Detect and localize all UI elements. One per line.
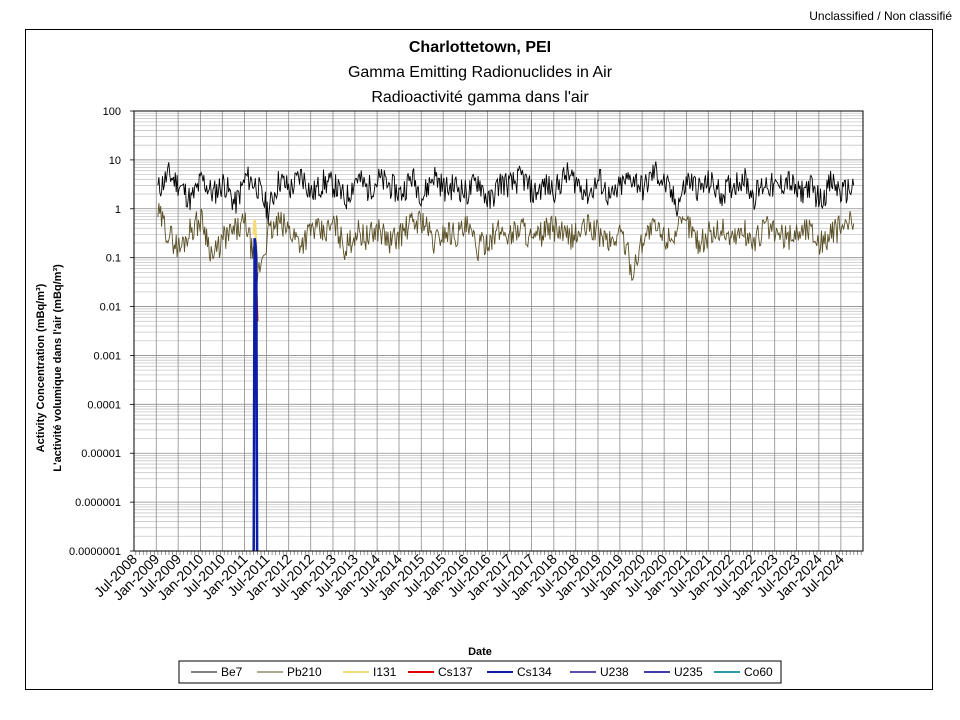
legend-label-co60: Co60 — [744, 665, 773, 679]
y-tick-label: 100 — [103, 106, 121, 118]
y-tick-label: 0.0000001 — [69, 546, 121, 558]
legend-label-be7: Be7 — [221, 665, 243, 679]
x-tick-labels: Jul-2008Jan-2009Jul-2009Jan-2010Jul-2010… — [91, 551, 847, 604]
chart-subtitle-fr: Radioactivité gamma dans l'air — [371, 89, 589, 106]
y-tick-label: 0.1 — [106, 253, 121, 265]
legend-label-pb210: Pb210 — [287, 665, 322, 679]
y-tick-label: 0.001 — [93, 350, 121, 362]
classification-label: Unclassified / Non classifié — [809, 9, 952, 23]
chart-svg: Charlottetown, PEI Gamma Emitting Radion… — [35, 39, 864, 684]
y-tick-label: 0.0001 — [87, 399, 121, 411]
y-tick-label: 0.00001 — [81, 448, 121, 460]
chart-frame: Charlottetown, PEI Gamma Emitting Radion… — [25, 29, 933, 690]
chart-subtitle-en: Gamma Emitting Radionuclides in Air — [348, 64, 613, 81]
x-axis-title: Date — [468, 646, 492, 658]
y-axis-title: Activity Concentration (mBq/m³) L'activi… — [35, 264, 64, 472]
y-tick-label: 1 — [115, 204, 121, 216]
plot-area-border — [133, 110, 864, 552]
legend-box — [178, 660, 782, 684]
legend-label-cs137: Cs137 — [438, 665, 473, 679]
legend-label-cs134: Cs134 — [517, 665, 552, 679]
legend-label-u238: U238 — [600, 665, 629, 679]
y-tick-label: 0.01 — [100, 302, 121, 314]
series-line-pb210 — [157, 203, 855, 284]
legend-label-i131: I131 — [373, 665, 397, 679]
series-line-cs134 — [252, 237, 259, 551]
y-tick-label: 10 — [109, 155, 121, 167]
y-tick-labels: 100 10 1 0.1 0.01 0.001 0.0001 0.00001 0.000001 0… — [69, 106, 134, 558]
chart-title: Charlottetown, PEI — [409, 39, 551, 56]
y-axis-title-en: Activity Concentration (mBq/m³) — [35, 283, 47, 452]
legend-label-u235: U235 — [674, 665, 703, 679]
y-axis-title-fr: L'activité volumique dans l'air (mBq/m³) — [52, 264, 64, 472]
grid — [133, 110, 863, 555]
legend: Be7 Pb210 I131 Cs137 Cs134 U238 U235 Co60 — [191, 665, 773, 679]
series-layer — [157, 161, 855, 551]
series-line-be7 — [157, 161, 855, 225]
y-tick-label: 0.000001 — [75, 497, 121, 509]
